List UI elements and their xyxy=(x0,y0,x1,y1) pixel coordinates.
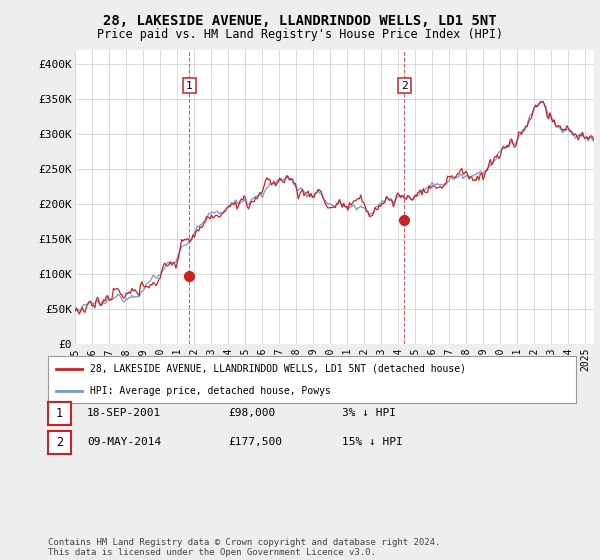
Text: 28, LAKESIDE AVENUE, LLANDRINDOD WELLS, LD1 5NT (detached house): 28, LAKESIDE AVENUE, LLANDRINDOD WELLS, … xyxy=(90,364,466,374)
Text: 2: 2 xyxy=(401,81,408,91)
Text: 3% ↓ HPI: 3% ↓ HPI xyxy=(342,408,396,418)
Text: 15% ↓ HPI: 15% ↓ HPI xyxy=(342,437,403,447)
Text: 18-SEP-2001: 18-SEP-2001 xyxy=(87,408,161,418)
Text: Contains HM Land Registry data © Crown copyright and database right 2024.
This d: Contains HM Land Registry data © Crown c… xyxy=(48,538,440,557)
Text: 09-MAY-2014: 09-MAY-2014 xyxy=(87,437,161,447)
Text: 1: 1 xyxy=(186,81,193,91)
Text: HPI: Average price, detached house, Powys: HPI: Average price, detached house, Powy… xyxy=(90,386,331,396)
Text: £98,000: £98,000 xyxy=(228,408,275,418)
Text: 2: 2 xyxy=(56,436,63,449)
Text: £177,500: £177,500 xyxy=(228,437,282,447)
Text: 28, LAKESIDE AVENUE, LLANDRINDOD WELLS, LD1 5NT: 28, LAKESIDE AVENUE, LLANDRINDOD WELLS, … xyxy=(103,14,497,28)
Text: Price paid vs. HM Land Registry's House Price Index (HPI): Price paid vs. HM Land Registry's House … xyxy=(97,28,503,41)
Text: 1: 1 xyxy=(56,407,63,420)
